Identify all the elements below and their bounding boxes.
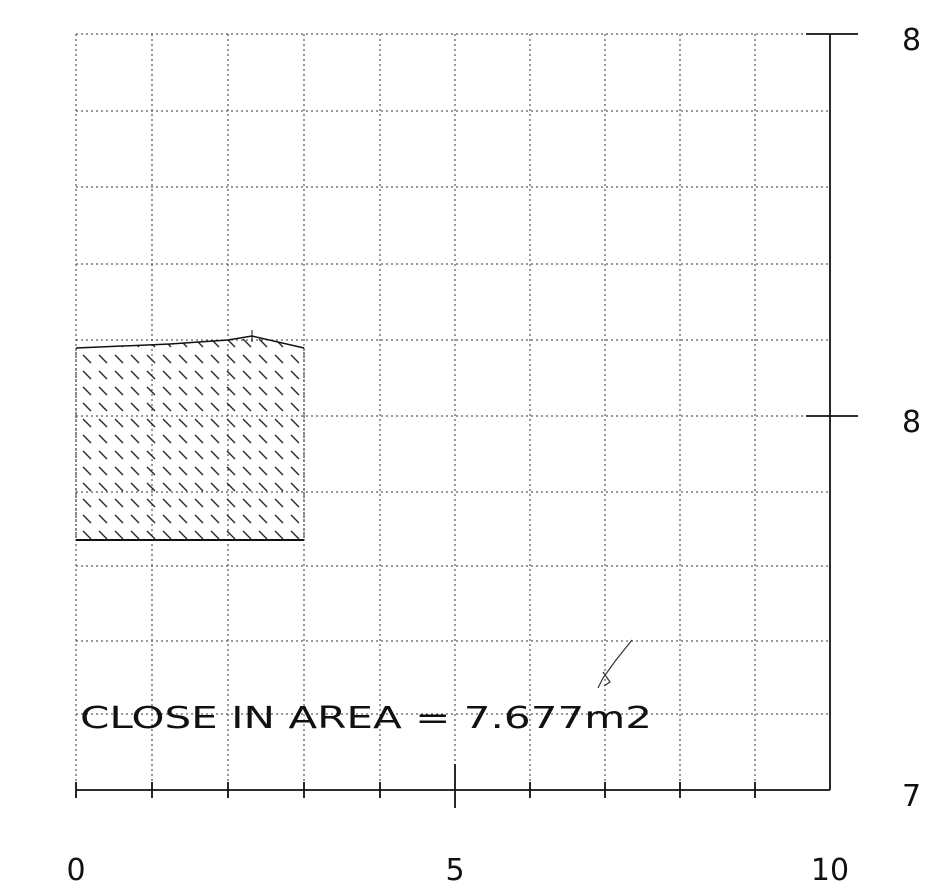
x-tick-label-10: 10 — [811, 853, 849, 888]
x-tick-label-0: 0 — [66, 853, 85, 888]
y-label-top: 8 — [902, 23, 921, 58]
area-annotation: CLOSE IN AREA = 7.677m2 — [80, 701, 652, 736]
x-tick-label-5: 5 — [445, 853, 464, 888]
axes — [75, 33, 858, 808]
hatched-region — [75, 330, 305, 541]
y-label-bottom: 7 — [902, 779, 921, 814]
grid — [75, 33, 830, 790]
y-label-middle: 8 — [902, 405, 921, 440]
pen-mark — [597, 639, 633, 689]
